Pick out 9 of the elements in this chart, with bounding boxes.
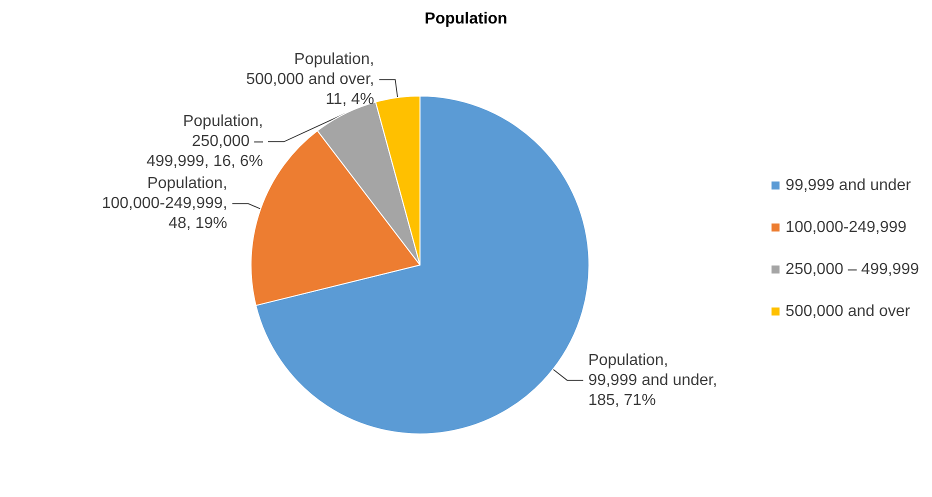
legend-label: 500,000 and over xyxy=(786,303,911,320)
legend-label: 250,000 – 499,999 xyxy=(786,261,920,278)
legend-label: 100,000-249,999 xyxy=(786,219,907,236)
data-label: Population, 99,999 and under, 185, 71% xyxy=(588,352,718,409)
data-label: Population, 500,000 and over, 11, 4% xyxy=(246,51,374,108)
data-label: Population, 100,000-249,999, 48, 19% xyxy=(102,175,228,232)
chart-title: Population xyxy=(424,10,508,28)
data-label: Population, 250,000 – 499,999, 16, 6% xyxy=(146,113,264,170)
legend-label: 99,999 and under xyxy=(786,177,912,194)
